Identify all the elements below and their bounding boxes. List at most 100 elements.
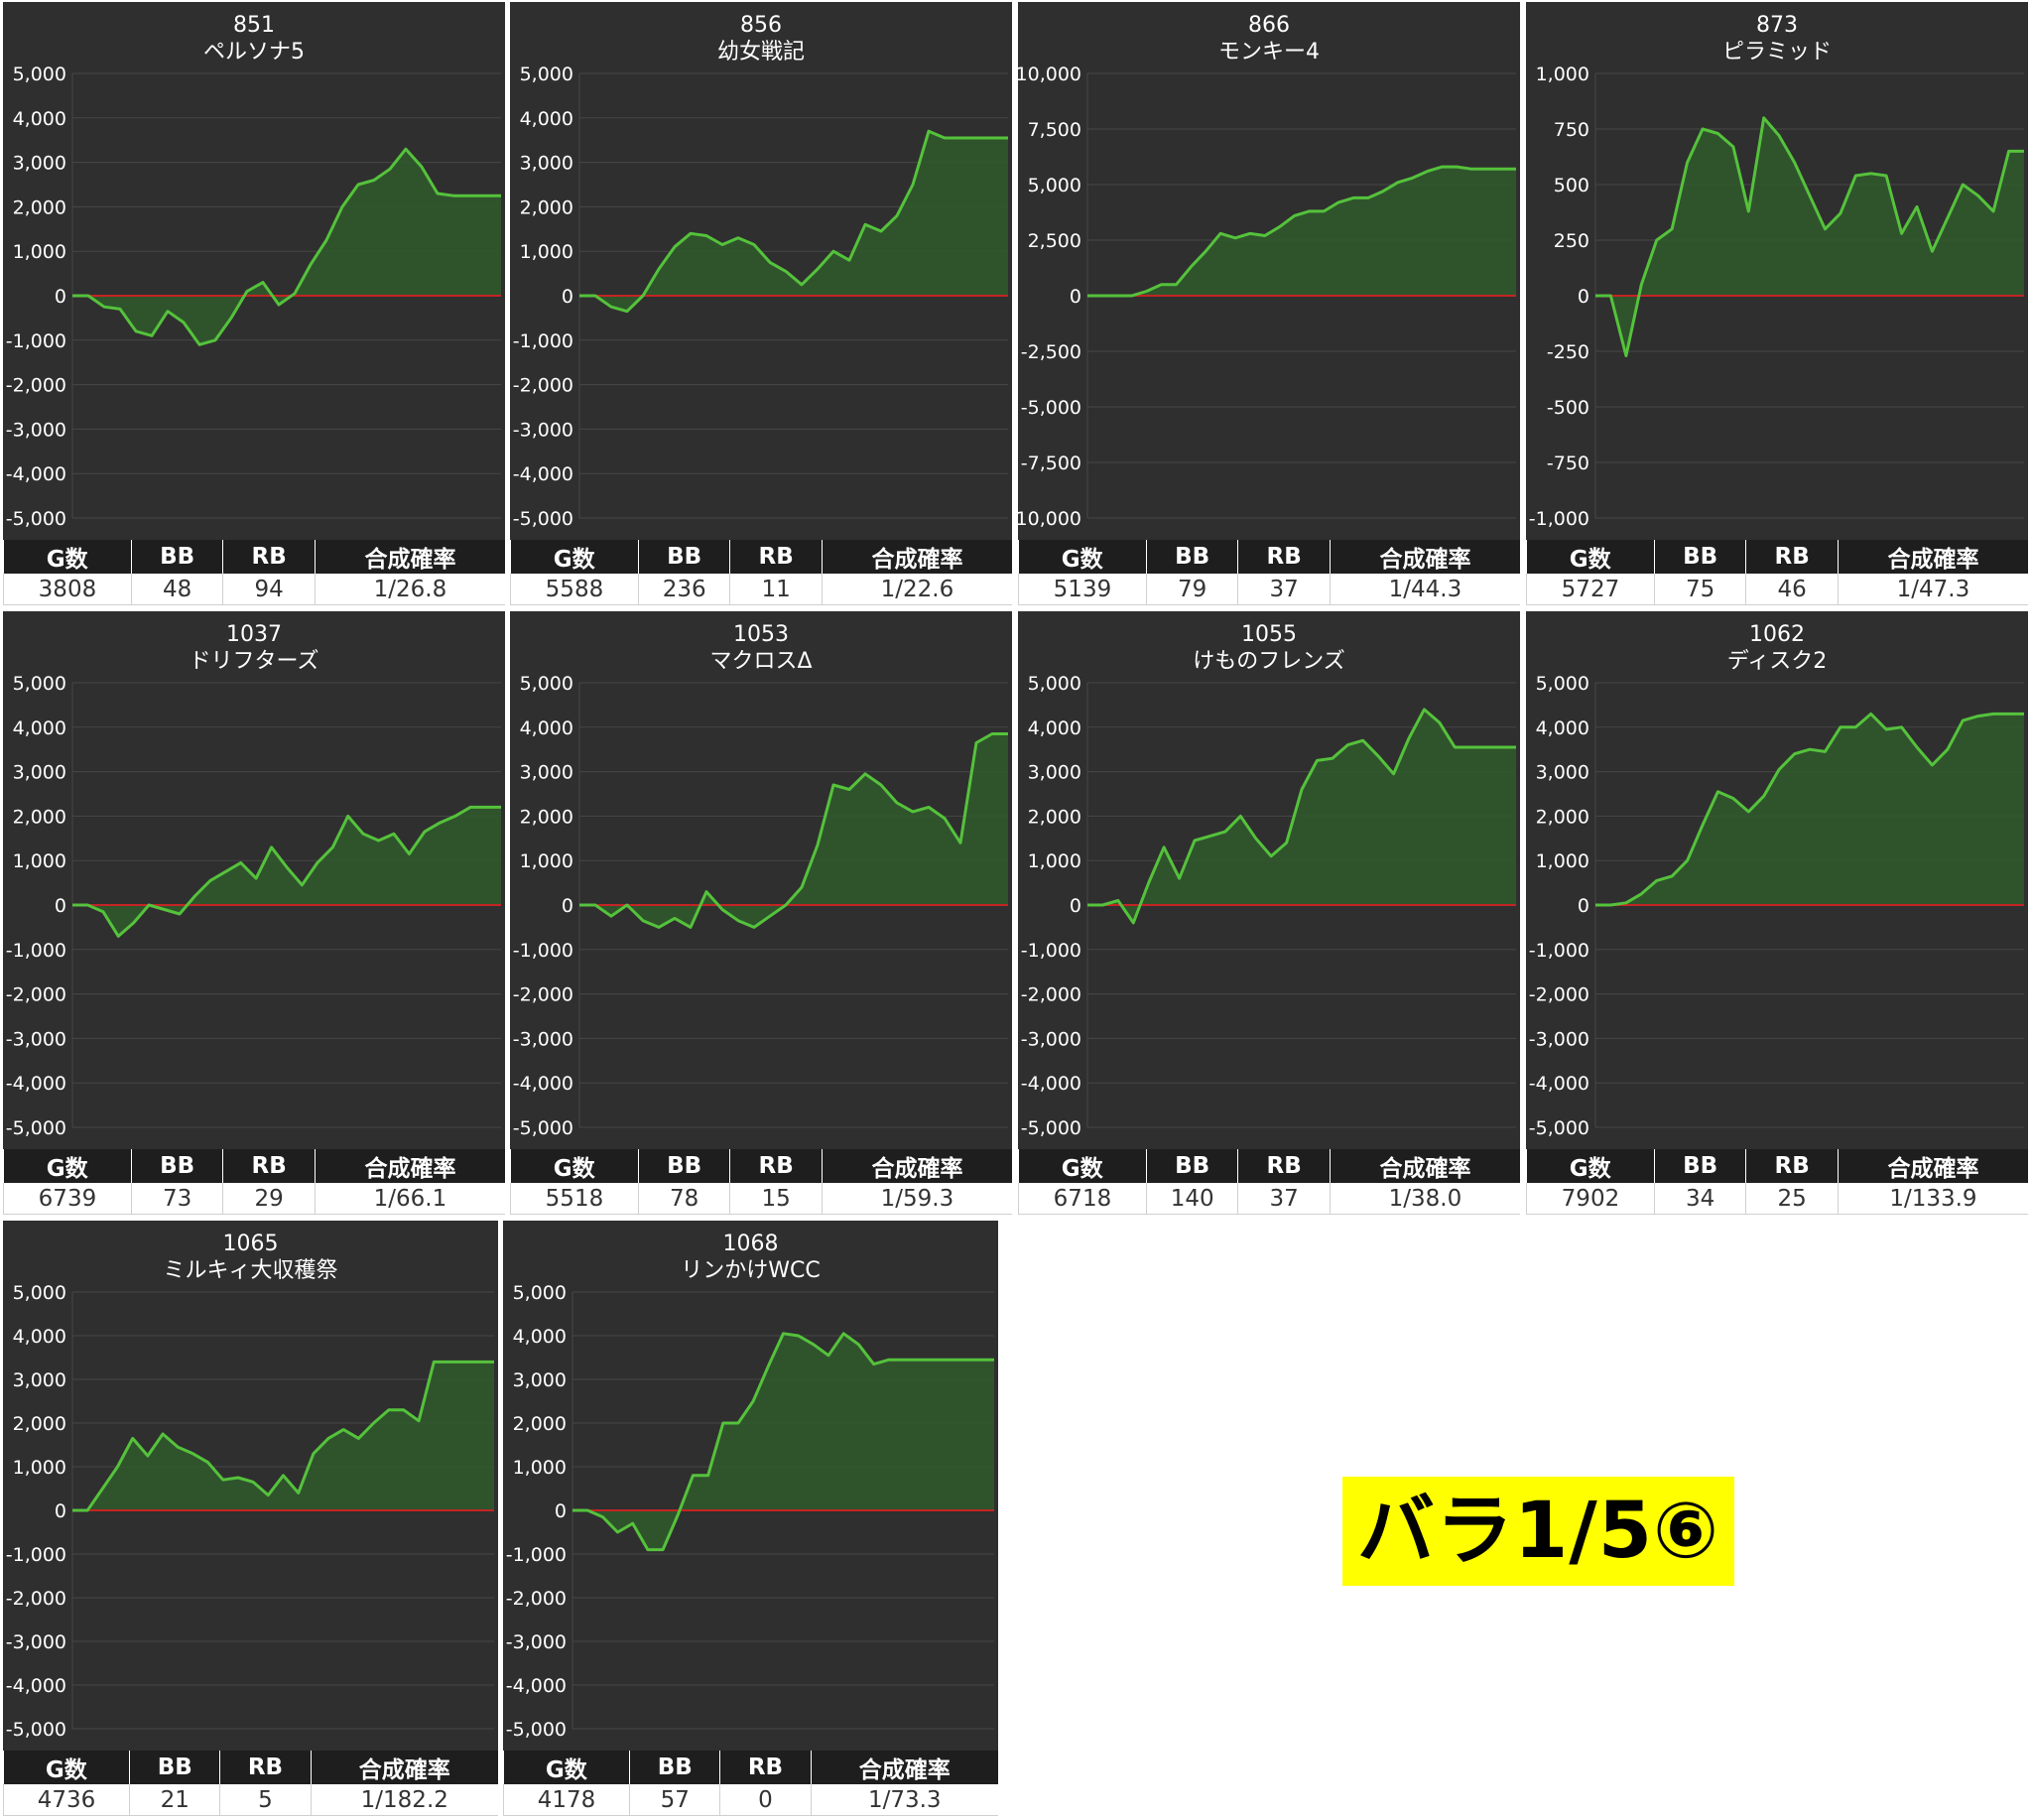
stats-value-cell: 11 — [729, 574, 823, 605]
stats-value-cell: 79 — [1145, 574, 1238, 605]
chart-area: 866 モンキー4 10,000 7,500 5,000 2,500 0 -2,500 -5,0… — [1018, 2, 1520, 540]
y-tick-label: 4,000 — [13, 1326, 66, 1348]
machine-name: ミルキィ大収穫祭 — [163, 1258, 337, 1283]
machine-name: マクロスΔ — [709, 649, 812, 674]
y-tick-label: -4,000 — [513, 1073, 573, 1095]
chart-area: 1065 ミルキィ大収穫祭 5,000 4,000 3,000 2,000 1,000 0 -1… — [3, 1221, 498, 1751]
series-area — [579, 131, 1008, 312]
y-tick-label: -4,000 — [6, 463, 66, 485]
machine-panel: 1055 けものフレンズ 5,000 4,000 3,000 2,000 1,000 0 -1,… — [1018, 611, 1520, 1219]
y-tick-label: 0 — [55, 1500, 66, 1522]
stats-value-cell: 75 — [1653, 574, 1746, 605]
series-area — [1087, 709, 1516, 923]
machine-name: モンキー4 — [1218, 40, 1320, 65]
y-tick-label: -1,000 — [6, 940, 66, 962]
y-tick-label: -5,000 — [6, 1117, 66, 1139]
stats-header-cell: 合成確率 — [1837, 1149, 2028, 1183]
y-tick-label: 1,000 — [13, 241, 66, 263]
stats-value-cell: 6739 — [3, 1183, 132, 1215]
stats-header-cell: RB — [729, 1149, 823, 1183]
machine-panel: 856 幼女戦記 5,000 4,000 3,000 2,000 1,000 0 -1,000 -… — [510, 2, 1012, 609]
machine-number: 851 — [233, 13, 275, 38]
y-tick-label: -1,000 — [1529, 940, 1589, 962]
y-tick-label: 3,000 — [513, 1369, 567, 1391]
stats-value-cell: 34 — [1653, 1183, 1746, 1215]
machine-number: 1053 — [733, 622, 789, 647]
y-tick-label: -1,000 — [6, 330, 66, 352]
stats-value-cell: 1/44.3 — [1329, 574, 1520, 605]
y-tick-label: 0 — [55, 286, 66, 308]
stats-value-cell: 1/66.1 — [314, 1183, 505, 1215]
y-tick-label: -3,000 — [1021, 1028, 1081, 1050]
stats-table: G数 BB RB 合成確率 7902 34 25 1/133.9 — [1526, 1149, 2028, 1215]
y-tick-label: 4,000 — [13, 717, 66, 739]
machine-number: 1068 — [723, 1232, 779, 1256]
y-tick-label: -2,000 — [6, 1588, 66, 1610]
stats-value-cell: 5 — [219, 1784, 312, 1816]
y-tick-label: 1,000 — [1536, 64, 1589, 85]
y-tick-label: 2,000 — [520, 196, 573, 218]
stats-value-cell: 1/22.6 — [821, 574, 1012, 605]
stats-value-cell: 73 — [130, 1183, 223, 1215]
y-tick-label: -4,000 — [513, 463, 573, 485]
stats-value-cell: 94 — [222, 574, 316, 605]
stats-value-cell: 3808 — [3, 574, 132, 605]
stats-table: G数 BB RB 合成確率 5518 78 15 1/59.3 — [510, 1149, 1012, 1215]
machine-number: 1065 — [223, 1232, 279, 1256]
chart-area: 856 幼女戦記 5,000 4,000 3,000 2,000 1,000 0 -1,000 -… — [510, 2, 1012, 540]
chart-area: 1037 ドリフターズ 5,000 4,000 3,000 2,000 1,000 0 -1,0… — [3, 611, 505, 1149]
y-tick-label: -2,000 — [6, 984, 66, 1006]
y-tick-label: 2,000 — [513, 1413, 567, 1435]
stats-value-cell: 236 — [637, 574, 730, 605]
stats-table: G数 BB RB 合成確率 5139 79 37 1/44.3 — [1018, 540, 1520, 605]
machine-name: リンかけWCC — [681, 1258, 820, 1283]
y-tick-label: -1,000 — [513, 940, 573, 962]
y-tick-label: 3,000 — [13, 762, 66, 784]
y-tick-label: 7,500 — [1028, 119, 1081, 141]
y-tick-label: 2,000 — [13, 806, 66, 828]
y-tick-label: 500 — [1554, 175, 1589, 196]
chart-area: 851 ペルソナ5 5,000 4,000 3,000 2,000 1,000 0 -1,000… — [3, 2, 505, 540]
stats-table: G数 BB RB 合成確率 5588 236 11 1/22.6 — [510, 540, 1012, 605]
machine-name: ペルソナ5 — [203, 40, 305, 65]
y-tick-label: 4,000 — [520, 717, 573, 739]
chart-area: 1053 マクロスΔ 5,000 4,000 3,000 2,000 1,000 0 -1,00… — [510, 611, 1012, 1149]
series-area — [1595, 714, 2024, 905]
y-tick-label: 1,000 — [13, 1457, 66, 1479]
y-tick-label: -5,000 — [1529, 1117, 1589, 1139]
y-tick-label: -2,500 — [1021, 341, 1081, 363]
y-tick-label: -5,000 — [513, 508, 573, 530]
stats-header-cell: 合成確率 — [821, 540, 1012, 574]
stats-header-cell: 合成確率 — [1837, 540, 2028, 574]
stats-header-cell: BB — [1653, 1149, 1746, 1183]
stats-header-cell: 合成確率 — [314, 1149, 505, 1183]
stats-header-cell: RB — [1745, 1149, 1839, 1183]
stats-value-cell: 5139 — [1018, 574, 1147, 605]
stats-value-cell: 140 — [1145, 1183, 1238, 1215]
stats-table: G数 BB RB 合成確率 6718 140 37 1/38.0 — [1018, 1149, 1520, 1215]
y-tick-label: -3,000 — [1529, 1028, 1589, 1050]
y-tick-label: 5,000 — [13, 673, 66, 695]
y-tick-label: -3,000 — [506, 1631, 567, 1653]
stats-table: G数 BB RB 合成確率 3808 48 94 1/26.8 — [3, 540, 505, 605]
chart-area: 1055 けものフレンズ 5,000 4,000 3,000 2,000 1,000 0 -1,… — [1018, 611, 1520, 1149]
machine-number: 1037 — [226, 622, 282, 647]
y-tick-label: -4,000 — [1529, 1073, 1589, 1095]
stats-value-cell: 5727 — [1526, 574, 1655, 605]
machine-panel: 851 ペルソナ5 5,000 4,000 3,000 2,000 1,000 0 -1,000… — [3, 2, 505, 609]
machine-name: ディスク2 — [1727, 649, 1827, 674]
series-area — [572, 1333, 994, 1550]
y-tick-label: 2,000 — [1536, 806, 1589, 828]
y-tick-label: -2,000 — [6, 375, 66, 397]
y-tick-label: 1,000 — [520, 241, 573, 263]
y-tick-label: -3,000 — [6, 419, 66, 441]
y-tick-label: -2,000 — [506, 1588, 567, 1610]
machine-panel: 1068 リンかけWCC 5,000 4,000 3,000 2,000 1,000 0 -1,… — [502, 1221, 998, 1820]
stats-header-cell: RB — [719, 1751, 812, 1784]
y-tick-label: 3,000 — [1028, 762, 1081, 784]
y-tick-label: -2,000 — [513, 375, 573, 397]
y-tick-label: 1,000 — [1536, 850, 1589, 872]
